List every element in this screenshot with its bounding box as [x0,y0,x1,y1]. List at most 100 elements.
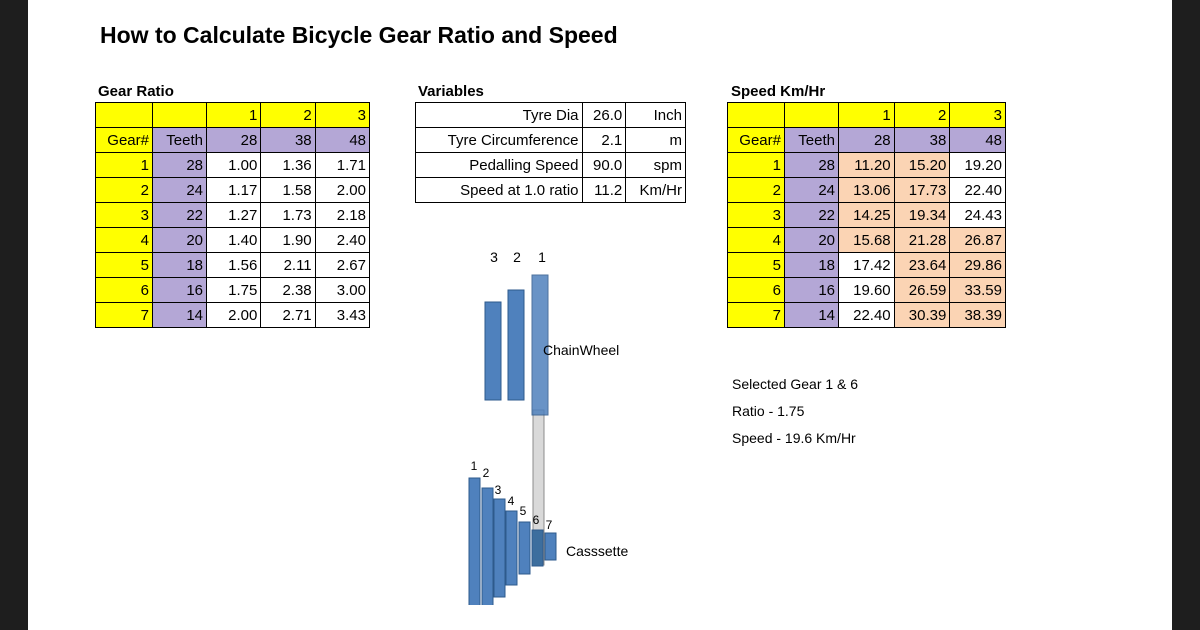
blank-cell [95,102,153,128]
speed-value: 15.20 [893,152,951,178]
ratio-value: 1.73 [260,202,316,228]
speed-value: 23.64 [893,252,951,278]
speed-heading: Speed Km/Hr [731,83,826,100]
selected-speed-text: Speed - 19.6 Km/Hr [732,430,856,446]
cassette-cog-3 [493,498,506,598]
cog-number-label: 5 [520,504,527,518]
speed-value: 21.28 [893,227,951,253]
chainring-teeth: 28 [838,127,895,153]
speed-value: 19.34 [893,202,951,228]
chainring-number-label: 3 [490,250,498,265]
gear-number: 7 [95,302,153,328]
chainring-teeth: 48 [314,127,371,153]
variable-name: Pedalling Speed [415,152,583,178]
cassette-cog-5 [518,521,531,575]
speed-value: 38.39 [949,302,1006,328]
speed-value: 26.59 [893,277,951,303]
gear-number: 3 [727,202,785,228]
table-row: 7 14 22.40 30.39 38.39 [727,302,1006,328]
variable-unit: Inch [625,102,686,128]
chainring-number-label: 1 [538,250,546,265]
gear-number: 6 [95,277,153,303]
variable-unit: spm [625,152,686,178]
selected-ratio-text: Ratio - 1.75 [732,403,805,419]
speed-value: 14.25 [838,202,895,228]
chainring-number: 2 [893,102,951,128]
table-row: Tyre Circumference 2.1 m [415,127,686,153]
chainring-number-label: 2 [513,250,521,265]
chainring-teeth: 38 [893,127,951,153]
table-row: 2 24 13.06 17.73 22.40 [727,177,1006,203]
ratio-value: 1.90 [260,227,316,253]
chainring-number: 2 [260,102,316,128]
gear-number: 5 [95,252,153,278]
table-row: 1 28 11.20 15.20 19.20 [727,152,1006,178]
cassette-cog-2 [481,487,494,605]
gear-number: 1 [95,152,153,178]
ratio-value: 1.56 [205,252,262,278]
chainring-number: 3 [314,102,371,128]
cog-teeth: 22 [152,202,207,228]
speed-header-row: Gear# Teeth 28 38 48 [727,127,1006,153]
chainring-teeth: 38 [260,127,316,153]
chainring-number: 1 [205,102,262,128]
document-page: How to Calculate Bicycle Gear Ratio and … [28,0,1172,630]
blank-cell [152,102,207,128]
variable-value: 11.2 [581,177,627,203]
chainring-2 [507,289,525,401]
cog-teeth: 28 [152,152,207,178]
cog-number-label: 3 [495,483,502,497]
gear-ratio-header-row: Gear# Teeth 28 38 48 [95,127,371,153]
cassette-label: Casssette [566,543,629,559]
ratio-value: 2.11 [260,252,316,278]
chainring-number: 1 [838,102,895,128]
speed-value: 30.39 [893,302,951,328]
cog-teeth: 16 [784,277,839,303]
cog-teeth: 18 [784,252,839,278]
ratio-value: 1.58 [260,177,316,203]
speed-value: 15.68 [838,227,895,253]
ratio-value: 3.43 [314,302,371,328]
ratio-value: 1.27 [205,202,262,228]
cog-number-label: 6 [533,513,540,527]
variable-name: Speed at 1.0 ratio [415,177,583,203]
speed-value: 13.06 [838,177,895,203]
variable-name: Tyre Dia [415,102,583,128]
table-row: 1 28 1.00 1.36 1.71 [95,152,371,178]
ratio-value: 2.71 [260,302,316,328]
speed-number-row: 1 2 3 [727,102,1006,128]
gear-number: 5 [727,252,785,278]
variable-unit: m [625,127,686,153]
ratio-value: 1.71 [314,152,371,178]
blank-cell [727,102,785,128]
chainring-teeth: 28 [205,127,262,153]
speed-value: 17.42 [838,252,895,278]
gear-number: 2 [727,177,785,203]
table-row: 3 22 14.25 19.34 24.43 [727,202,1006,228]
cassette-cog-1 [468,477,481,605]
page-title: How to Calculate Bicycle Gear Ratio and … [100,22,618,48]
selected-gear-text: Selected Gear 1 & 6 [732,376,859,392]
gear-ratio-number-row: 1 2 3 [95,102,371,128]
ratio-value: 1.40 [205,227,262,253]
table-row: 4 20 1.40 1.90 2.40 [95,227,371,253]
speed-value: 33.59 [949,277,1006,303]
gear-ratio-table: 1 2 3 Gear# Teeth 28 38 48 1 28 1.00 1.36 1.… [95,102,371,328]
table-row: 2 24 1.17 1.58 2.00 [95,177,371,203]
table-row: 5 18 17.42 23.64 29.86 [727,252,1006,278]
variable-value: 26.0 [581,102,627,128]
variable-unit: Km/Hr [625,177,686,203]
ratio-value: 2.38 [260,277,316,303]
table-row: Pedalling Speed 90.0 spm [415,152,686,178]
speed-value: 19.60 [838,277,895,303]
speed-value: 26.87 [949,227,1006,253]
table-row: 6 16 1.75 2.38 3.00 [95,277,371,303]
blank-cell [784,102,839,128]
table-row: 5 18 1.56 2.11 2.67 [95,252,371,278]
ratio-value: 3.00 [314,277,371,303]
cog-teeth: 24 [152,177,207,203]
chainring-1 [531,274,549,416]
speed-value: 22.40 [949,177,1006,203]
variables-heading: Variables [418,83,484,100]
